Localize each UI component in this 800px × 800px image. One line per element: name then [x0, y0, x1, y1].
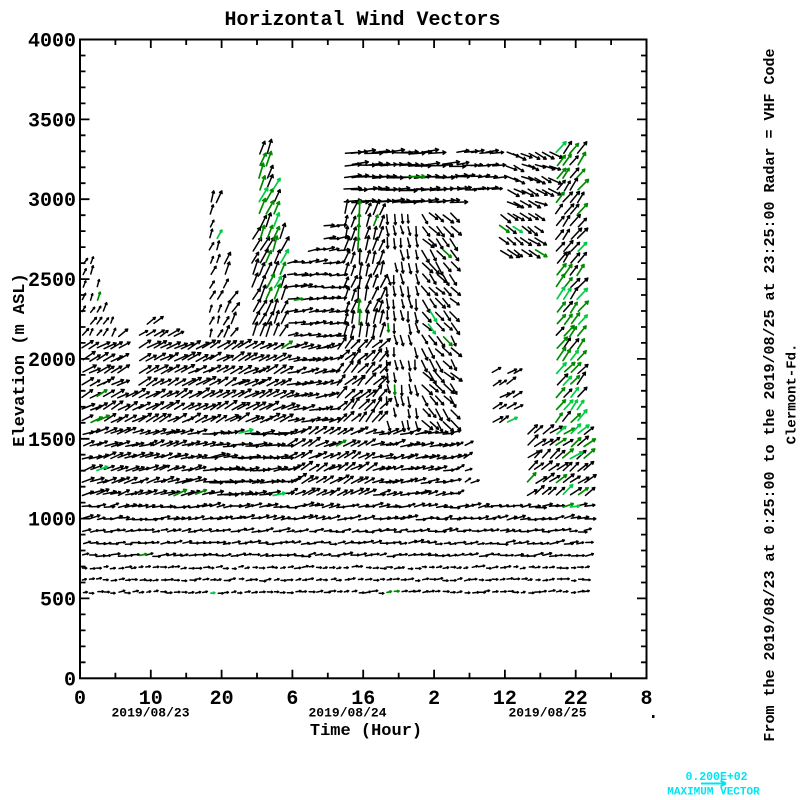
svg-text:Time (Hour): Time (Hour)	[310, 722, 422, 741]
svg-text:0: 0	[64, 669, 76, 692]
svg-text:2500: 2500	[28, 270, 76, 293]
svg-text:2000: 2000	[28, 350, 76, 373]
svg-text:0: 0	[74, 688, 86, 711]
svg-text:3000: 3000	[28, 190, 76, 213]
svg-text:Clermont-Fd.: Clermont-Fd.	[785, 344, 800, 445]
svg-text:12: 12	[493, 688, 517, 711]
svg-text:Horizontal Wind Vectors: Horizontal Wind Vectors	[224, 9, 500, 32]
svg-text:1000: 1000	[28, 510, 76, 533]
svg-text:20: 20	[210, 688, 234, 711]
svg-text:0.200E+02: 0.200E+02	[685, 771, 747, 784]
svg-text:2019/08/24: 2019/08/24	[308, 706, 386, 721]
svg-text:22: 22	[564, 688, 588, 711]
svg-text:2019/08/23: 2019/08/23	[111, 706, 189, 721]
svg-text:16: 16	[351, 688, 375, 711]
svg-text:2: 2	[428, 688, 440, 711]
svg-text:1500: 1500	[28, 430, 76, 453]
svg-text:10: 10	[139, 688, 163, 711]
svg-text:2019/08/25: 2019/08/25	[508, 706, 586, 721]
svg-text:4000: 4000	[28, 31, 76, 54]
svg-text:500: 500	[40, 589, 76, 612]
svg-text:Elevation (m ASL): Elevation (m ASL)	[11, 273, 30, 446]
svg-text:6: 6	[286, 688, 298, 711]
svg-text:3500: 3500	[28, 110, 76, 133]
svg-text:From the 2019/08/23 at 0:25:0: From the 2019/08/23 at 0:25:00 to the 20…	[762, 48, 779, 741]
svg-text:MAXIMUM VECTOR: MAXIMUM VECTOR	[667, 787, 760, 799]
svg-text:8: 8	[640, 688, 652, 711]
